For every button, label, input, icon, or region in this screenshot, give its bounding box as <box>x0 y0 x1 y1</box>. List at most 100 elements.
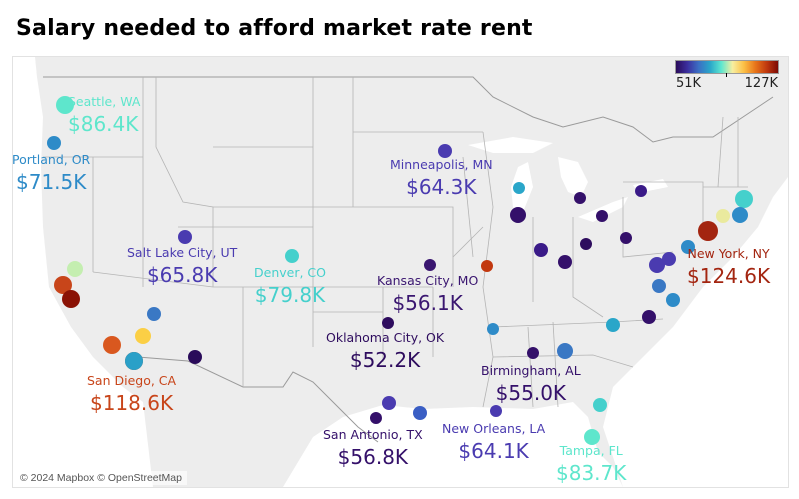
city-label-oklahoma-city: Oklahoma City, OK $52.2K <box>326 330 445 372</box>
city-name: San Antonio, TX <box>323 427 423 442</box>
city-value: $86.4K <box>68 111 139 136</box>
city-name: Tampa, FL <box>559 443 623 458</box>
city-marker[interactable] <box>557 343 573 359</box>
city-value: $124.6K <box>687 263 771 288</box>
city-value: $64.3K <box>406 174 477 199</box>
city-marker[interactable] <box>635 185 647 197</box>
city-marker[interactable] <box>481 260 493 272</box>
city-marker-minneapolis[interactable] <box>438 144 452 158</box>
city-marker[interactable] <box>666 293 680 307</box>
city-marker[interactable] <box>620 232 632 244</box>
city-name: New York, NY <box>687 246 770 261</box>
city-marker[interactable] <box>593 398 607 412</box>
city-label-portland: Portland, OR $71.5K <box>12 152 91 194</box>
city-marker-salt-lake-city[interactable] <box>178 230 192 244</box>
city-marker[interactable] <box>510 207 526 223</box>
city-label-kansas-city: Kansas City, MO $56.1K <box>377 273 479 315</box>
city-value: $52.2K <box>349 347 421 372</box>
city-label-san-antonio: San Antonio, TX $56.8K <box>323 427 423 469</box>
city-value: $118.6K <box>89 390 174 415</box>
city-marker[interactable] <box>103 336 121 354</box>
lake-erie <box>578 197 628 222</box>
colorbar-min-label: 51K <box>676 76 702 91</box>
city-marker[interactable] <box>732 207 748 223</box>
city-label-salt-lake-city: Salt Lake City, UT $65.8K <box>127 245 238 287</box>
city-label-seattle: Seattle, WA $86.4K <box>68 94 141 136</box>
city-marker[interactable] <box>662 252 676 266</box>
city-marker-kansas-city[interactable] <box>424 259 436 271</box>
city-marker[interactable] <box>534 243 548 257</box>
city-label-birmingham: Birmingham, AL $55.0K <box>481 363 581 405</box>
colorbar-tick <box>726 73 727 77</box>
city-marker[interactable] <box>735 190 753 208</box>
lake-superior <box>468 137 553 153</box>
city-marker[interactable] <box>649 257 665 273</box>
city-label-new-orleans: New Orleans, LA $64.1K <box>442 421 546 463</box>
city-marker[interactable] <box>125 352 143 370</box>
city-value: $65.8K <box>146 262 218 287</box>
city-value: $71.5K <box>16 169 87 194</box>
city-marker[interactable] <box>652 279 666 293</box>
colorbar <box>675 60 779 77</box>
city-marker[interactable] <box>67 261 83 277</box>
city-name: Oklahoma City, OK <box>326 330 445 345</box>
city-marker[interactable] <box>606 318 620 332</box>
city-name: New Orleans, LA <box>442 421 546 436</box>
city-marker[interactable] <box>681 240 695 254</box>
city-label-minneapolis: Minneapolis, MN $64.3K <box>390 157 493 199</box>
gulf-of-mexico <box>283 402 623 487</box>
city-marker-birmingham[interactable] <box>527 347 539 359</box>
city-marker[interactable] <box>135 328 151 344</box>
city-marker[interactable] <box>716 209 730 223</box>
city-name: Kansas City, MO <box>377 273 479 288</box>
city-marker[interactable] <box>382 396 396 410</box>
city-marker[interactable] <box>487 323 499 335</box>
city-marker[interactable] <box>413 406 427 420</box>
city-label-new-york: New York, NY $124.6K <box>687 246 771 288</box>
city-value: $56.8K <box>337 444 409 469</box>
city-marker-tampa[interactable] <box>584 429 600 445</box>
city-marker-portland[interactable] <box>47 136 61 150</box>
city-marker[interactable] <box>188 350 202 364</box>
city-name: San Diego, CA <box>87 373 177 388</box>
map-canvas[interactable]: © 2024 Mapbox © OpenStreetMap <box>12 56 789 488</box>
atlantic-ocean <box>603 57 788 487</box>
city-marker-seattle[interactable] <box>56 96 74 114</box>
basemap <box>13 57 788 487</box>
city-marker[interactable] <box>580 238 592 250</box>
city-value: $83.7K <box>556 460 627 485</box>
colorbar-max-label: 127K <box>744 76 778 91</box>
city-label-tampa: Tampa, FL $83.7K <box>556 443 627 485</box>
city-name: Minneapolis, MN <box>390 157 493 172</box>
city-marker-oklahoma-city[interactable] <box>382 317 394 329</box>
city-marker[interactable] <box>642 310 656 324</box>
city-marker[interactable] <box>513 182 525 194</box>
city-label-san-diego: San Diego, CA $118.6K <box>87 373 177 415</box>
map-attribution[interactable]: © 2024 Mapbox © OpenStreetMap <box>15 471 187 485</box>
state-borders <box>43 77 748 408</box>
chart-title: Salary needed to afford market rate rent <box>16 16 533 41</box>
us-canada-border <box>43 76 774 143</box>
city-name: Salt Lake City, UT <box>127 245 238 260</box>
city-marker[interactable] <box>62 290 80 308</box>
city-name: Denver, CO <box>254 265 326 280</box>
city-name: Seattle, WA <box>68 94 141 109</box>
lake-huron <box>558 157 588 197</box>
city-marker[interactable] <box>558 255 572 269</box>
city-marker-new-york[interactable] <box>698 221 718 241</box>
city-value: $56.1K <box>392 290 463 315</box>
us-mexico-border <box>137 356 379 443</box>
points-layer <box>47 96 753 445</box>
city-marker[interactable] <box>574 192 586 204</box>
city-value: $55.0K <box>495 380 567 405</box>
city-marker[interactable] <box>596 210 608 222</box>
city-name: Portland, OR <box>12 152 91 167</box>
city-marker[interactable] <box>147 307 161 321</box>
city-marker-san-antonio[interactable] <box>370 412 382 424</box>
city-marker[interactable] <box>54 276 72 294</box>
city-marker-denver[interactable] <box>285 249 299 263</box>
city-name: Birmingham, AL <box>481 363 581 378</box>
pacific-ocean <box>13 57 153 487</box>
city-value: $64.1K <box>458 438 529 463</box>
city-marker-new-orleans[interactable] <box>490 405 502 417</box>
